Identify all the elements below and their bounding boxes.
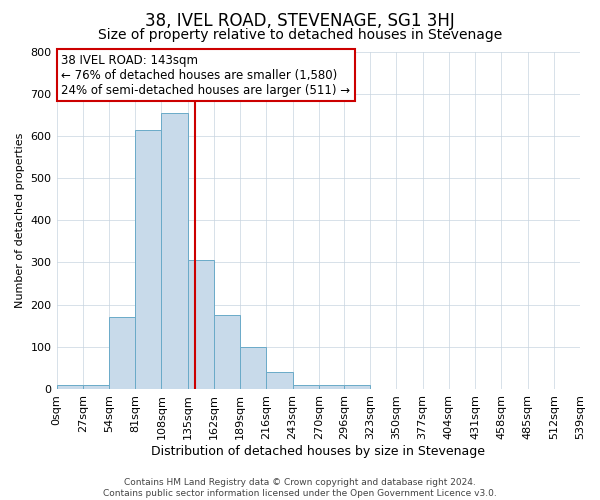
- Bar: [135, 130, 161, 389]
- Bar: [214, 315, 240, 389]
- Text: Contains HM Land Registry data © Crown copyright and database right 2024.
Contai: Contains HM Land Registry data © Crown c…: [103, 478, 497, 498]
- Bar: [83, 385, 109, 389]
- Text: 38 IVEL ROAD: 143sqm
← 76% of detached houses are smaller (1,580)
24% of semi-de: 38 IVEL ROAD: 143sqm ← 76% of detached h…: [61, 54, 350, 96]
- Bar: [293, 385, 319, 389]
- Text: Size of property relative to detached houses in Stevenage: Size of property relative to detached ho…: [98, 28, 502, 42]
- Bar: [188, 260, 214, 389]
- X-axis label: Distribution of detached houses by size in Stevenage: Distribution of detached houses by size …: [151, 444, 485, 458]
- Bar: [240, 347, 266, 389]
- Text: 38, IVEL ROAD, STEVENAGE, SG1 3HJ: 38, IVEL ROAD, STEVENAGE, SG1 3HJ: [145, 12, 455, 30]
- Bar: [109, 318, 135, 389]
- Bar: [161, 112, 188, 389]
- Y-axis label: Number of detached properties: Number of detached properties: [15, 132, 25, 308]
- Bar: [266, 372, 293, 389]
- Bar: [344, 385, 370, 389]
- Bar: [56, 385, 83, 389]
- Bar: [319, 385, 344, 389]
